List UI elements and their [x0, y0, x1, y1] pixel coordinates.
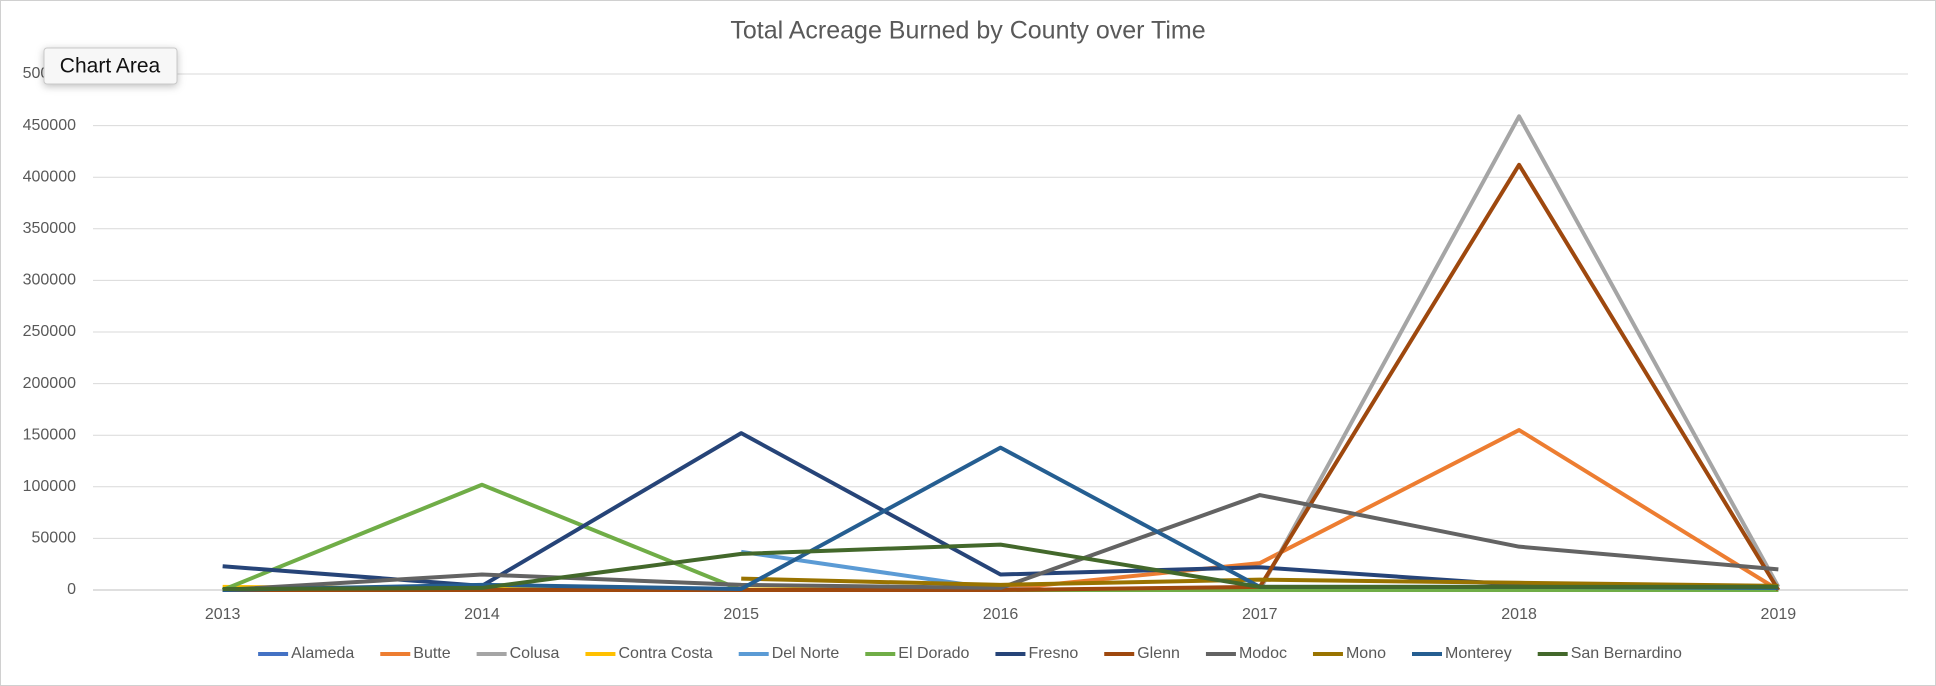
legend-label: Del Norte [772, 645, 840, 662]
x-tick-label: 2016 [983, 606, 1019, 623]
chart-title: Total Acreage Burned by County over Time [730, 17, 1205, 45]
legend-label: Mono [1346, 645, 1386, 662]
y-tick-label: 350000 [23, 220, 76, 237]
x-tick-label: 2013 [205, 606, 241, 623]
legend-label: Glenn [1137, 645, 1180, 662]
y-tick-label: 250000 [23, 323, 76, 340]
y-tick-label: 450000 [23, 117, 76, 134]
legend: Alameda Butte Colusa Contra Costa Del Norte E… [258, 645, 1682, 662]
y-tick-label: 300000 [23, 272, 76, 289]
tooltip-box [43, 47, 178, 85]
series-line [222, 542, 1779, 591]
legend-label: Fresno [1028, 645, 1078, 662]
x-tick-label: 2017 [1242, 606, 1278, 623]
legend-label: Monterey [1445, 645, 1512, 662]
legend-label: Colusa [510, 645, 560, 662]
series-line [222, 162, 1781, 592]
legend-label: Contra Costa [618, 645, 712, 662]
y-tick-label: 200000 [23, 375, 76, 392]
legend-label: El Dorado [898, 645, 969, 662]
series-line [741, 576, 1779, 588]
x-tick-label: 2015 [723, 606, 759, 623]
y-tick-label: 100000 [23, 478, 76, 495]
legend-label: Alameda [291, 645, 354, 662]
y-tick-label: 50000 [32, 530, 77, 547]
legend-label: San Bernardino [1571, 645, 1682, 662]
legend-label: Modoc [1239, 645, 1287, 662]
legend-label: Butte [413, 645, 450, 662]
tooltip-text: Chart Area [60, 55, 161, 78]
tooltip: Chart Area [43, 47, 178, 85]
x-tick-label: 2014 [464, 606, 500, 623]
series-line [222, 493, 1779, 592]
y-tick-label: 400000 [23, 168, 76, 185]
y-tick-label: 150000 [23, 426, 76, 443]
y-tick-label: 0 [67, 581, 76, 598]
x-tick-label: 2019 [1761, 606, 1797, 623]
x-tick-label: 2018 [1501, 606, 1537, 623]
